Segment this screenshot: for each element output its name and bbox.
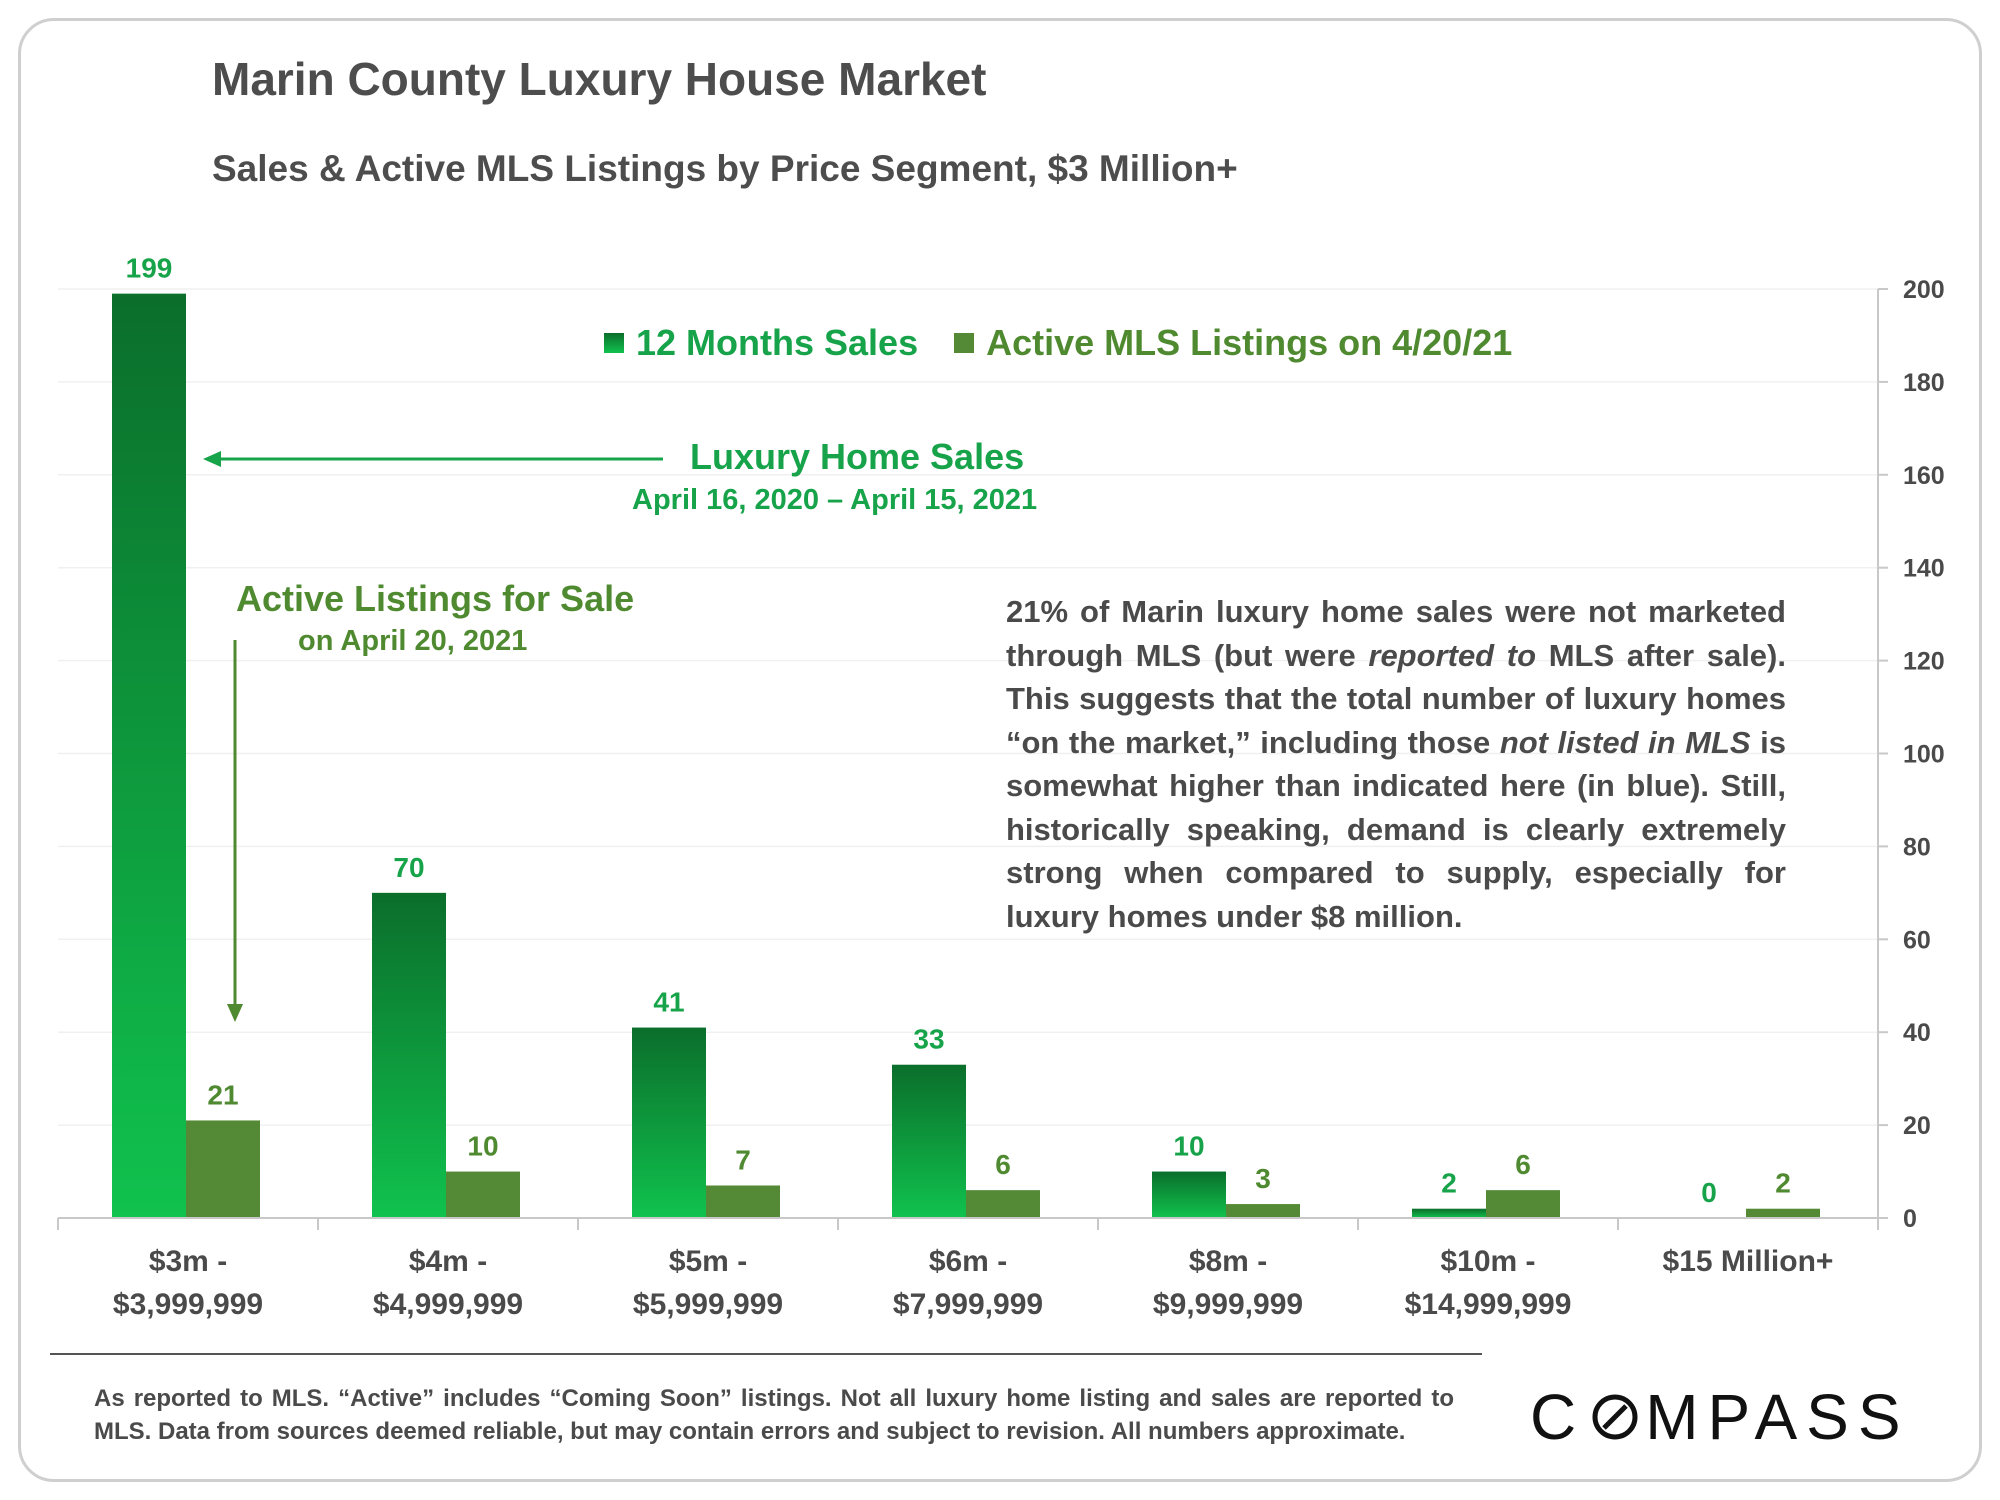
x-tick-label-line: $6m - bbox=[928, 1245, 1008, 1278]
active-annotation-date: on April 20, 2021 bbox=[298, 625, 528, 657]
data-labels: 199 21 70 10 41 7 33 6 10 3 2 6 0 2 bbox=[126, 253, 1791, 1208]
legend-label-sales: 12 Months Sales bbox=[636, 322, 919, 363]
y-tick-label: 160 bbox=[1903, 462, 1945, 490]
x-tick-label-line: $4,999,999 bbox=[372, 1288, 524, 1321]
active-annotation-title: Active Listings for Sale bbox=[236, 578, 635, 619]
legend-swatch-sales bbox=[604, 333, 624, 353]
y-tick-label: 200 bbox=[1903, 276, 1945, 304]
data-label-sales: 10 bbox=[1173, 1131, 1204, 1162]
y-tick-label: 0 bbox=[1903, 1205, 1917, 1233]
x-tick-label-line: $10m - bbox=[1440, 1245, 1536, 1278]
bar-active bbox=[1226, 1204, 1300, 1218]
note-emphasis-1: reported to bbox=[1368, 637, 1537, 673]
active-annotation-arrowhead bbox=[227, 1004, 243, 1022]
y-tick-label: 100 bbox=[1903, 741, 1945, 769]
y-tick-label: 80 bbox=[1903, 833, 1931, 861]
y-tick-label: 120 bbox=[1903, 648, 1945, 676]
legend-item-sales: 12 Months Sales bbox=[604, 322, 918, 364]
data-label-sales: 33 bbox=[913, 1024, 944, 1055]
x-tick-label: $6m - $7,999,999 bbox=[848, 1240, 1088, 1326]
x-tick-label-line: $5,999,999 bbox=[632, 1288, 784, 1321]
sales-annotation-arrowhead bbox=[203, 451, 221, 467]
x-tick-label: $4m - $4,999,999 bbox=[328, 1240, 568, 1326]
x-tick-label: $15 Million+ bbox=[1628, 1240, 1868, 1283]
data-label-active: 2 bbox=[1775, 1168, 1791, 1199]
data-label-sales: 41 bbox=[653, 987, 684, 1018]
bar-sales bbox=[112, 293, 186, 1218]
note-text-3: is somewhat higher than indicated here (… bbox=[1006, 724, 1786, 934]
legend-item-active: Active MLS Listings on 4/20/21 bbox=[954, 322, 1512, 364]
chart-frame bbox=[18, 18, 1982, 1482]
bar-sales bbox=[632, 1027, 706, 1218]
y-tick-label: 20 bbox=[1903, 1112, 1931, 1140]
market-note: 21% of Marin luxury home sales were not … bbox=[1006, 590, 1786, 938]
bar-active bbox=[1486, 1190, 1560, 1218]
data-label-active: 21 bbox=[207, 1079, 238, 1110]
bar-active bbox=[186, 1120, 260, 1218]
bar-sales bbox=[1152, 1171, 1226, 1218]
logo-text-left: C bbox=[1530, 1381, 1586, 1453]
x-tick-label-line: $8m - bbox=[1188, 1245, 1268, 1278]
data-label-sales: 70 bbox=[393, 852, 424, 883]
compass-o-icon bbox=[1592, 1394, 1638, 1440]
y-tick-label: 180 bbox=[1903, 369, 1945, 397]
data-label-sales: 2 bbox=[1441, 1168, 1457, 1199]
footnote: As reported to MLS. “Active” includes “C… bbox=[94, 1385, 1454, 1445]
logo-text-right: MPASS bbox=[1645, 1381, 1910, 1453]
gridlines bbox=[58, 288, 1878, 1126]
bar-active bbox=[706, 1185, 780, 1218]
data-label-active: 6 bbox=[995, 1149, 1011, 1180]
x-tick-label-line: $5m - bbox=[668, 1245, 748, 1278]
x-tick-label-line: $7,999,999 bbox=[892, 1288, 1044, 1321]
y-tick-label: 140 bbox=[1903, 555, 1945, 583]
bar-active bbox=[966, 1190, 1040, 1218]
bar-sales bbox=[372, 892, 446, 1218]
y-tick-label: 60 bbox=[1903, 926, 1931, 954]
x-tick-label-line: $15 Million+ bbox=[1662, 1245, 1834, 1278]
sales-annotation-title: Luxury Home Sales bbox=[690, 436, 1025, 477]
bar-sales bbox=[1412, 1208, 1486, 1218]
footer-divider bbox=[50, 1353, 1482, 1355]
x-tick-label-line: $3m - bbox=[148, 1245, 228, 1278]
x-tick-label-line: $9,999,999 bbox=[1152, 1288, 1304, 1321]
data-label-active: 10 bbox=[467, 1131, 498, 1162]
chart-legend: 12 Months Sales Active MLS Listings on 4… bbox=[604, 318, 1548, 368]
x-tick-label-line: $3,999,999 bbox=[112, 1288, 264, 1321]
compass-logo: C MPASS bbox=[1530, 1380, 1910, 1454]
bar-active bbox=[1746, 1208, 1820, 1218]
data-label-active: 6 bbox=[1515, 1149, 1531, 1180]
x-tick-label: $5m - $5,999,999 bbox=[588, 1240, 828, 1326]
note-text-1: 21% of Marin luxury home sales were not … bbox=[1006, 594, 1786, 673]
x-tick-label: $8m - $9,999,999 bbox=[1108, 1240, 1348, 1326]
note-emphasis-2: not listed in MLS bbox=[1499, 724, 1751, 760]
x-tick-label-line: $14,999,999 bbox=[1404, 1288, 1572, 1321]
chart-subtitle: Sales & Active MLS Listings by Price Seg… bbox=[212, 148, 1238, 189]
data-label-sales: 199 bbox=[126, 253, 173, 284]
bars bbox=[112, 293, 1820, 1218]
data-label-active: 7 bbox=[735, 1144, 751, 1175]
data-label-sales: 0 bbox=[1701, 1177, 1717, 1208]
bar-sales bbox=[892, 1064, 966, 1218]
legend-label-active: Active MLS Listings on 4/20/21 bbox=[986, 322, 1513, 363]
note-text-2: MLS after sale). This suggests that the … bbox=[1006, 637, 1786, 760]
y-tick-label: 40 bbox=[1903, 1019, 1931, 1047]
legend-swatch-active bbox=[954, 333, 975, 353]
x-tick-label: $10m - $14,999,999 bbox=[1368, 1240, 1608, 1326]
chart-title: Marin County Luxury House Market bbox=[212, 53, 987, 105]
data-label-active: 3 bbox=[1255, 1163, 1271, 1194]
bar-active bbox=[446, 1171, 520, 1218]
x-tick-label-line: $4m - bbox=[408, 1245, 488, 1278]
x-tick-label: $3m - $3,999,999 bbox=[68, 1240, 308, 1326]
sales-annotation-dates: April 16, 2020 – April 15, 2021 bbox=[632, 484, 1038, 516]
